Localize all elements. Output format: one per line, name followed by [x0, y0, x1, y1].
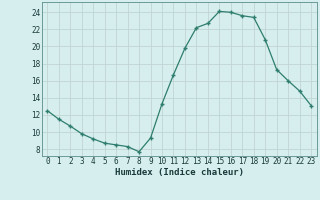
X-axis label: Humidex (Indice chaleur): Humidex (Indice chaleur): [115, 168, 244, 177]
